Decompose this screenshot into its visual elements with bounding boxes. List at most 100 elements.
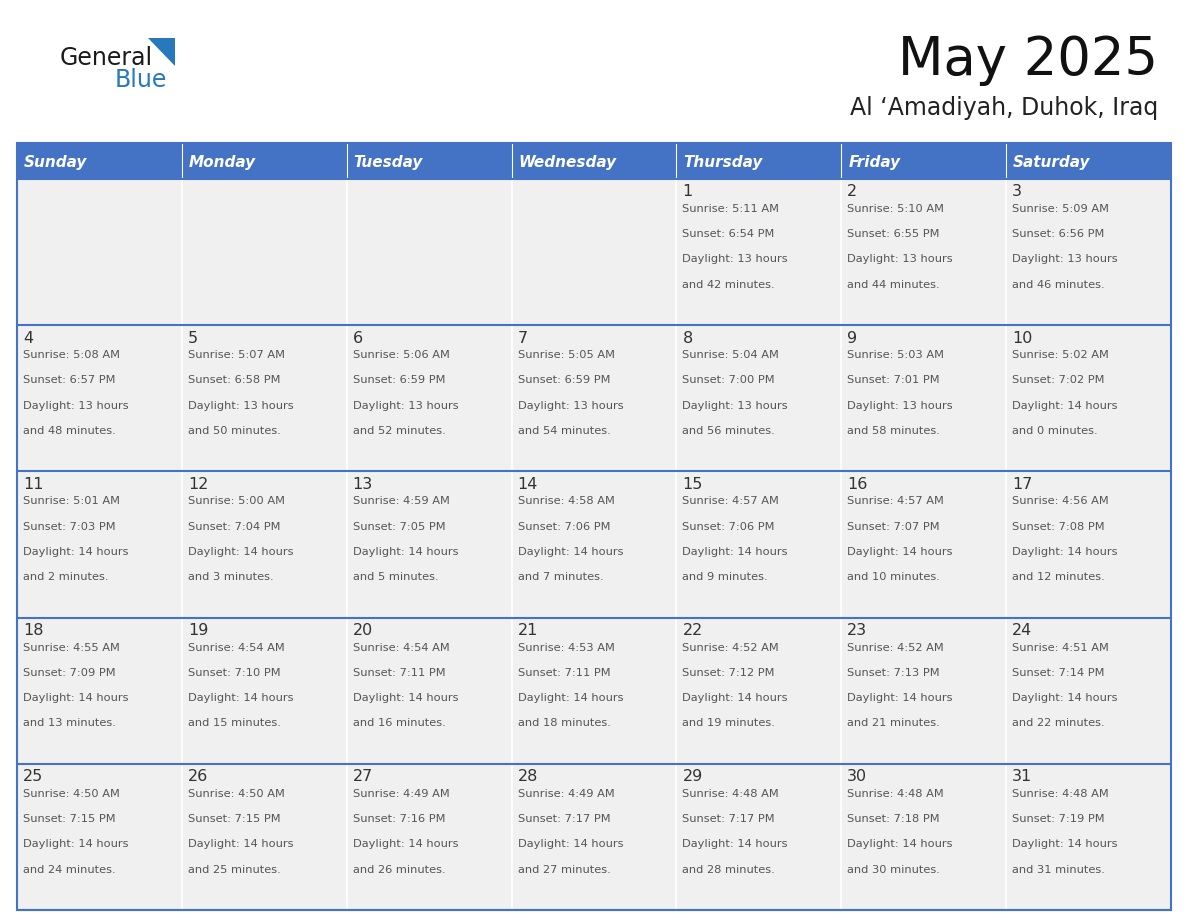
Text: Daylight: 14 hours: Daylight: 14 hours xyxy=(1012,547,1118,557)
Text: 4: 4 xyxy=(23,330,33,346)
Text: Sunrise: 5:03 AM: Sunrise: 5:03 AM xyxy=(847,350,944,360)
Text: and 19 minutes.: and 19 minutes. xyxy=(682,718,776,728)
Text: Sunset: 6:55 PM: Sunset: 6:55 PM xyxy=(847,230,940,240)
Text: and 58 minutes.: and 58 minutes. xyxy=(847,426,940,436)
Bar xyxy=(841,325,1006,472)
Text: and 52 minutes.: and 52 minutes. xyxy=(353,426,446,436)
Text: Sunrise: 4:53 AM: Sunrise: 4:53 AM xyxy=(518,643,614,653)
Polygon shape xyxy=(148,38,175,66)
Text: Daylight: 13 hours: Daylight: 13 hours xyxy=(682,400,788,410)
Text: Sunset: 7:06 PM: Sunset: 7:06 PM xyxy=(682,521,775,532)
Text: Sunrise: 5:00 AM: Sunrise: 5:00 AM xyxy=(188,497,285,507)
Text: and 7 minutes.: and 7 minutes. xyxy=(518,572,604,582)
Text: Sunrise: 4:48 AM: Sunrise: 4:48 AM xyxy=(847,789,944,799)
Bar xyxy=(182,143,347,179)
Bar xyxy=(512,179,676,325)
Text: 23: 23 xyxy=(847,623,867,638)
Text: and 3 minutes.: and 3 minutes. xyxy=(188,572,273,582)
Bar xyxy=(17,143,182,179)
Text: 5: 5 xyxy=(188,330,198,346)
Text: Daylight: 14 hours: Daylight: 14 hours xyxy=(682,547,788,557)
Bar xyxy=(841,179,1006,325)
Text: and 22 minutes.: and 22 minutes. xyxy=(1012,718,1105,728)
Bar xyxy=(182,764,347,910)
Text: Daylight: 13 hours: Daylight: 13 hours xyxy=(847,400,953,410)
Text: and 12 minutes.: and 12 minutes. xyxy=(1012,572,1105,582)
Text: and 5 minutes.: and 5 minutes. xyxy=(353,572,438,582)
Text: Sunrise: 4:49 AM: Sunrise: 4:49 AM xyxy=(518,789,614,799)
Text: Sunrise: 4:54 AM: Sunrise: 4:54 AM xyxy=(353,643,449,653)
Text: Sunrise: 5:07 AM: Sunrise: 5:07 AM xyxy=(188,350,285,360)
Text: and 42 minutes.: and 42 minutes. xyxy=(682,280,775,290)
Text: Sunrise: 5:02 AM: Sunrise: 5:02 AM xyxy=(1012,350,1110,360)
Text: Sunset: 7:09 PM: Sunset: 7:09 PM xyxy=(23,667,115,677)
Text: Sunrise: 4:50 AM: Sunrise: 4:50 AM xyxy=(23,789,120,799)
Text: 14: 14 xyxy=(518,476,538,492)
Text: 6: 6 xyxy=(353,330,362,346)
Text: May 2025: May 2025 xyxy=(898,34,1158,86)
Text: Wednesday: Wednesday xyxy=(519,154,617,170)
Text: 8: 8 xyxy=(682,330,693,346)
Text: Sunset: 7:10 PM: Sunset: 7:10 PM xyxy=(188,667,280,677)
Bar xyxy=(676,764,841,910)
Text: Sunset: 7:05 PM: Sunset: 7:05 PM xyxy=(353,521,446,532)
Text: 2: 2 xyxy=(847,185,858,199)
Text: Daylight: 14 hours: Daylight: 14 hours xyxy=(23,693,128,703)
Bar xyxy=(17,618,182,764)
Text: and 15 minutes.: and 15 minutes. xyxy=(188,718,280,728)
Text: Sunrise: 4:57 AM: Sunrise: 4:57 AM xyxy=(682,497,779,507)
Text: and 30 minutes.: and 30 minutes. xyxy=(847,865,940,875)
Bar xyxy=(17,325,182,472)
Text: 11: 11 xyxy=(23,476,44,492)
Text: 13: 13 xyxy=(353,476,373,492)
Text: Daylight: 13 hours: Daylight: 13 hours xyxy=(1012,254,1118,264)
Bar xyxy=(347,764,512,910)
Text: Sunset: 7:03 PM: Sunset: 7:03 PM xyxy=(23,521,115,532)
Text: Sunset: 7:17 PM: Sunset: 7:17 PM xyxy=(682,814,775,824)
Text: Sunset: 7:16 PM: Sunset: 7:16 PM xyxy=(353,814,446,824)
Text: 29: 29 xyxy=(682,769,702,784)
Text: and 27 minutes.: and 27 minutes. xyxy=(518,865,611,875)
Text: Sunset: 6:58 PM: Sunset: 6:58 PM xyxy=(188,375,280,386)
Text: Daylight: 14 hours: Daylight: 14 hours xyxy=(188,693,293,703)
Text: Al ‘Amadiyah, Duhok, Iraq: Al ‘Amadiyah, Duhok, Iraq xyxy=(849,96,1158,120)
Text: and 18 minutes.: and 18 minutes. xyxy=(518,718,611,728)
Text: Sunset: 7:15 PM: Sunset: 7:15 PM xyxy=(23,814,115,824)
Text: Sunset: 6:59 PM: Sunset: 6:59 PM xyxy=(518,375,611,386)
Text: Tuesday: Tuesday xyxy=(354,154,423,170)
Bar xyxy=(512,325,676,472)
Text: Monday: Monday xyxy=(189,154,255,170)
Text: and 54 minutes.: and 54 minutes. xyxy=(518,426,611,436)
Text: and 10 minutes.: and 10 minutes. xyxy=(847,572,940,582)
Text: and 16 minutes.: and 16 minutes. xyxy=(353,718,446,728)
Text: and 24 minutes.: and 24 minutes. xyxy=(23,865,115,875)
Text: Friday: Friday xyxy=(848,154,901,170)
Text: 17: 17 xyxy=(1012,476,1032,492)
Text: General: General xyxy=(61,46,153,70)
Bar xyxy=(841,143,1006,179)
Text: Sunset: 7:01 PM: Sunset: 7:01 PM xyxy=(847,375,940,386)
Text: Daylight: 14 hours: Daylight: 14 hours xyxy=(1012,400,1118,410)
Text: 30: 30 xyxy=(847,769,867,784)
Text: Sunset: 7:00 PM: Sunset: 7:00 PM xyxy=(682,375,775,386)
Bar xyxy=(347,179,512,325)
Bar xyxy=(676,143,841,179)
Text: Sunset: 7:17 PM: Sunset: 7:17 PM xyxy=(518,814,611,824)
Text: Daylight: 14 hours: Daylight: 14 hours xyxy=(682,839,788,849)
Text: 22: 22 xyxy=(682,623,702,638)
Bar xyxy=(676,618,841,764)
Text: Daylight: 13 hours: Daylight: 13 hours xyxy=(682,254,788,264)
Text: 16: 16 xyxy=(847,476,867,492)
Text: Daylight: 14 hours: Daylight: 14 hours xyxy=(1012,839,1118,849)
Text: Sunrise: 5:11 AM: Sunrise: 5:11 AM xyxy=(682,204,779,214)
Bar xyxy=(512,143,676,179)
Text: and 56 minutes.: and 56 minutes. xyxy=(682,426,776,436)
Bar xyxy=(676,179,841,325)
Text: Daylight: 14 hours: Daylight: 14 hours xyxy=(188,839,293,849)
Text: Sunset: 7:13 PM: Sunset: 7:13 PM xyxy=(847,667,940,677)
Text: Sunset: 6:54 PM: Sunset: 6:54 PM xyxy=(682,230,775,240)
Text: Daylight: 14 hours: Daylight: 14 hours xyxy=(353,547,459,557)
Text: and 50 minutes.: and 50 minutes. xyxy=(188,426,280,436)
Text: and 9 minutes.: and 9 minutes. xyxy=(682,572,769,582)
Text: and 0 minutes.: and 0 minutes. xyxy=(1012,426,1098,436)
